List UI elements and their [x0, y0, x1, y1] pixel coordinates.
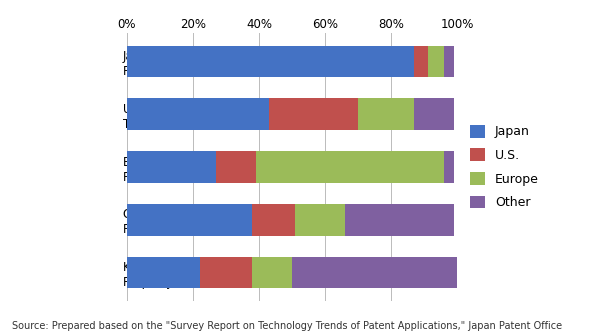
- Bar: [444, 151, 454, 183]
- Bar: [127, 151, 216, 183]
- Bar: [358, 98, 414, 130]
- Bar: [199, 257, 253, 289]
- Bar: [127, 257, 199, 289]
- Bar: [216, 151, 255, 183]
- Bar: [428, 45, 444, 77]
- Bar: [253, 257, 292, 289]
- Bar: [127, 45, 414, 77]
- Bar: [253, 204, 296, 236]
- Bar: [292, 257, 457, 289]
- Text: Source: Prepared based on the "Survey Report on Technology Trends of Patent Appl: Source: Prepared based on the "Survey Re…: [12, 321, 562, 331]
- Bar: [127, 204, 253, 236]
- Legend: Japan, U.S., Europe, Other: Japan, U.S., Europe, Other: [470, 125, 539, 209]
- Bar: [255, 151, 444, 183]
- Bar: [414, 98, 454, 130]
- Bar: [345, 204, 454, 236]
- Bar: [414, 45, 428, 77]
- Bar: [269, 98, 358, 130]
- Bar: [127, 98, 269, 130]
- Bar: [444, 45, 454, 77]
- Bar: [296, 204, 345, 236]
